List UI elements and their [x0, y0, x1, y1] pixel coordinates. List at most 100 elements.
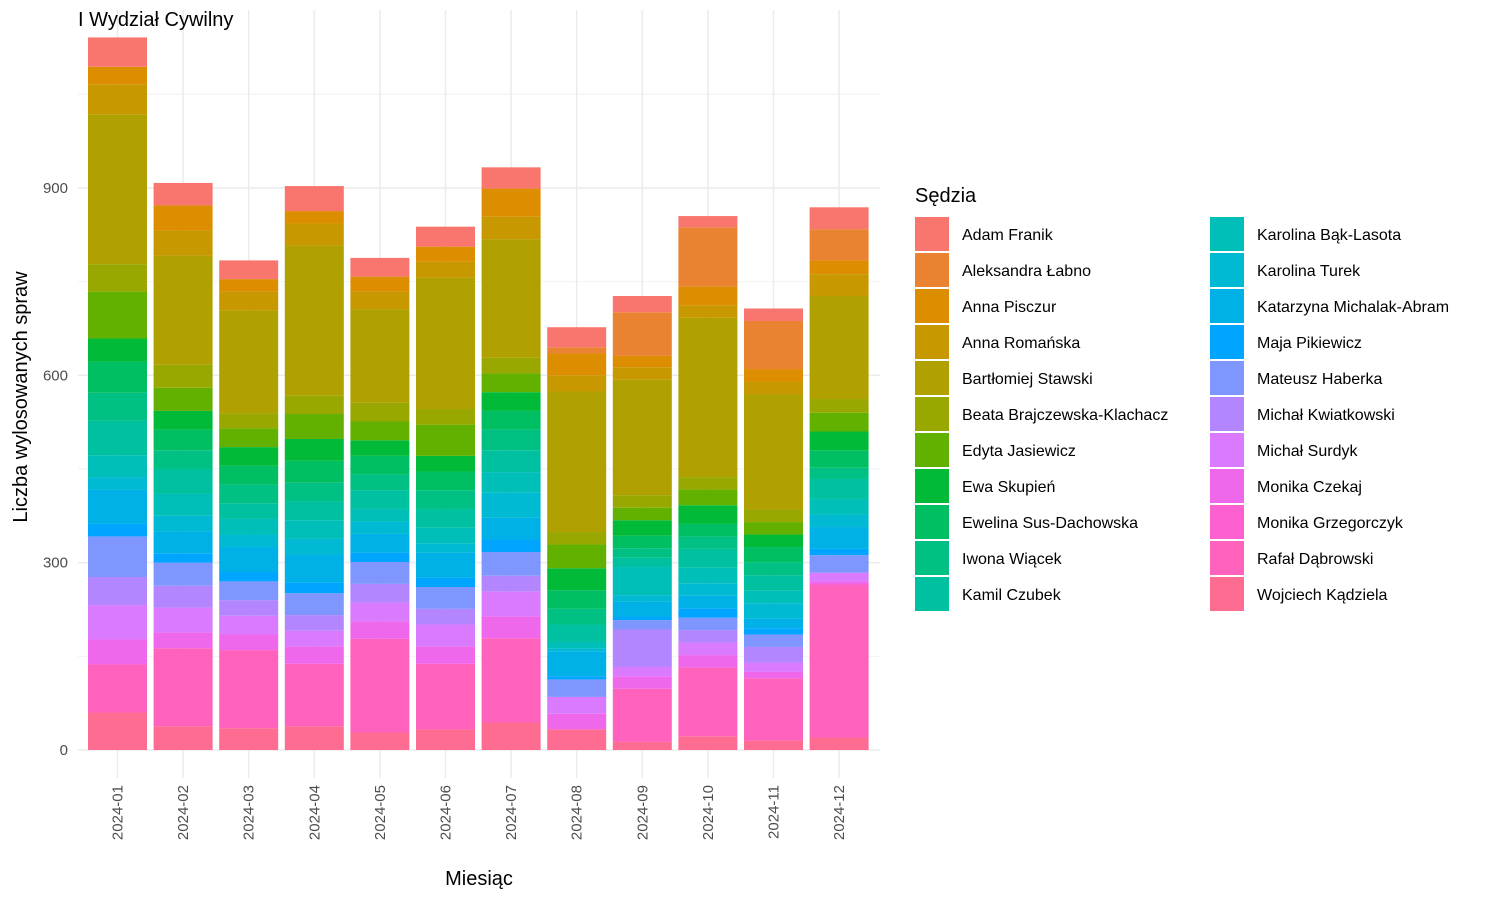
- bar-segment: [547, 353, 607, 376]
- legend-label: Beata Brajczewska-Klachacz: [962, 407, 1168, 424]
- bar-segment: [416, 587, 475, 609]
- bar-segment: [547, 676, 607, 680]
- bar-segment: [547, 648, 607, 652]
- bar-segment: [809, 412, 869, 432]
- bar-segment: [153, 553, 213, 563]
- bar-segment: [350, 602, 410, 622]
- legend-key: [1210, 289, 1244, 323]
- bar-segment: [678, 523, 738, 537]
- bar-segment: [744, 562, 803, 576]
- legend-item: Mateusz Haberka: [1210, 361, 1382, 395]
- bar-segment: [612, 601, 672, 617]
- bar-segment: [481, 188, 541, 217]
- bar-segment: [481, 575, 541, 592]
- bar-segment: [809, 431, 869, 451]
- bar-segment: [481, 539, 541, 553]
- bar-segment: [678, 477, 738, 490]
- bar-segment: [88, 477, 147, 490]
- legend: Sędzia Adam Franik Aleksandra Łabno Anna P…: [915, 185, 1449, 611]
- bar-segment: [284, 582, 344, 594]
- bar-segment: [219, 291, 279, 311]
- bar-segment: [284, 554, 344, 583]
- bar-segment: [153, 230, 213, 256]
- bar-segment: [416, 608, 475, 625]
- legend-key: [915, 325, 949, 359]
- legend-item: Bartłomiej Stawski: [915, 361, 1093, 395]
- legend-item: Kamil Czubek: [915, 577, 1062, 611]
- bar-segment: [612, 741, 672, 750]
- bar-segment: [481, 410, 541, 430]
- bar-segment: [153, 648, 213, 727]
- legend-label: Ewa Skupień: [962, 479, 1055, 496]
- bar-segment: [809, 555, 869, 573]
- bar-segment: [809, 467, 869, 479]
- legend-item: Adam Franik: [915, 217, 1054, 251]
- y-axis: 0 300 600 900: [43, 180, 68, 759]
- bar-segment: [809, 274, 869, 296]
- y-tick-label: 0: [60, 742, 68, 759]
- bar-segment: [350, 402, 410, 422]
- bar-segment: [547, 679, 607, 697]
- legend-item: Wojciech Kądziela: [1210, 577, 1388, 611]
- bar-segment: [153, 255, 213, 365]
- bar-segment: [88, 264, 147, 292]
- bar-segment: [284, 726, 344, 750]
- legend-label: Michał Surdyk: [1257, 443, 1358, 460]
- legend-key: [1210, 505, 1244, 539]
- bar-segment: [678, 227, 738, 287]
- x-axis: 2024-01 2024-02 2024-03 2024-04 2024-05 2024-…: [110, 785, 849, 840]
- bar-segment: [547, 568, 607, 591]
- bar-segment: [88, 361, 147, 393]
- bar-segment: [678, 286, 738, 306]
- bar-segment: [744, 628, 803, 635]
- bar-segment: [350, 521, 410, 534]
- legend-item: Anna Pisczur: [915, 289, 1057, 323]
- bar-segment: [416, 409, 475, 425]
- bar-segment: [88, 291, 147, 339]
- bar-segment: [350, 421, 410, 441]
- bar-segment: [481, 722, 541, 750]
- legend-label: Mateusz Haberka: [1257, 371, 1382, 388]
- bar-segment: [350, 474, 410, 491]
- bar-segment: [678, 608, 738, 618]
- bar-segment: [350, 276, 410, 292]
- bar-segment: [219, 600, 279, 616]
- bar-segment: [153, 410, 213, 430]
- bar-segment: [744, 740, 803, 750]
- bar-segment: [88, 455, 147, 478]
- bar-segment: [219, 650, 279, 729]
- x-tick-label: 2024-08: [569, 785, 586, 840]
- bar-segment: [219, 634, 279, 651]
- bar-segment: [219, 447, 279, 466]
- bar-segment: [350, 621, 410, 639]
- bar-segment: [284, 630, 344, 647]
- legend-item: Aleksandra Łabno: [915, 253, 1091, 287]
- legend-item: Karolina Bąk-Lasota: [1210, 217, 1401, 251]
- legend-item: Beata Brajczewska-Klachacz: [915, 397, 1168, 431]
- bar-segment: [153, 607, 213, 633]
- bar-segment: [88, 37, 147, 67]
- x-tick-label: 2024-07: [503, 785, 520, 840]
- x-tick-label: 2024-10: [700, 785, 717, 840]
- bar-segment: [809, 260, 869, 275]
- bar-segment: [612, 616, 672, 621]
- bar-segment: [284, 646, 344, 664]
- bar-segment: [612, 666, 672, 677]
- bar-segment: [809, 572, 869, 582]
- bar-segment: [678, 536, 738, 549]
- legend-key: [1210, 397, 1244, 431]
- legend-item: Maja Pikiewicz: [1210, 325, 1362, 359]
- legend-item: Michał Kwiatkowski: [1210, 397, 1395, 431]
- bar-segment: [284, 223, 344, 246]
- bar-segment: [350, 552, 410, 563]
- bar-segment: [612, 548, 672, 558]
- bar-segment: [612, 595, 672, 602]
- bar-segment: [88, 114, 147, 265]
- bar-segment: [809, 548, 869, 556]
- bar-segment: [547, 391, 607, 533]
- bar-segment: [219, 428, 279, 448]
- bar-segment: [744, 671, 803, 679]
- bar-segment: [809, 450, 869, 468]
- legend-label: Bartłomiej Stawski: [962, 371, 1093, 388]
